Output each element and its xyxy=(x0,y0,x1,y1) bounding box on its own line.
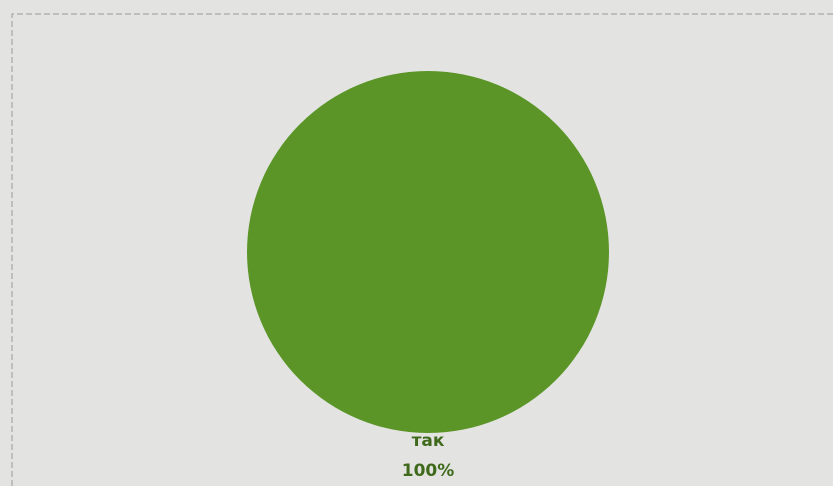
chart-border xyxy=(11,13,833,486)
pie-slice xyxy=(247,71,609,433)
slice-label: так xyxy=(412,431,445,451)
slice-value-label: 100% xyxy=(402,461,455,481)
